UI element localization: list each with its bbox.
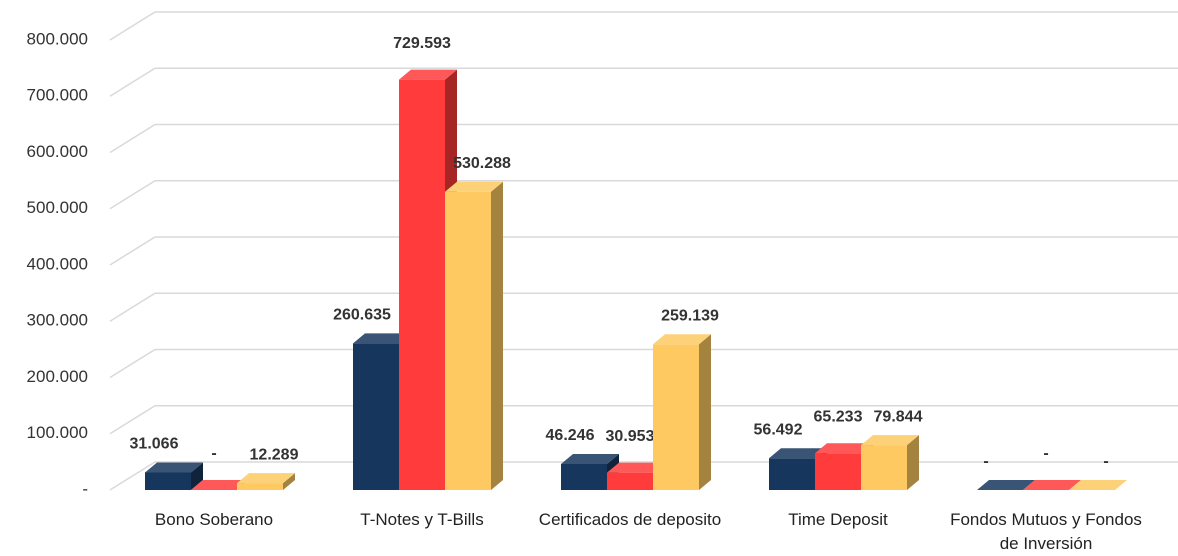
bar-top bbox=[653, 334, 711, 345]
bar-top bbox=[815, 443, 873, 454]
x-tick-label: Bono Soberano bbox=[154, 510, 274, 529]
bar-top bbox=[607, 462, 665, 473]
data-label: 259.139 bbox=[661, 307, 719, 324]
bar bbox=[861, 435, 919, 490]
bar-side bbox=[907, 435, 919, 490]
bar-front bbox=[445, 191, 491, 490]
x-tick-label: Certificados de deposito bbox=[538, 510, 722, 529]
bar-top bbox=[561, 453, 619, 464]
bar bbox=[977, 480, 1035, 490]
grid-line bbox=[109, 236, 1178, 266]
bar-top bbox=[977, 480, 1035, 490]
bar-top bbox=[861, 435, 919, 446]
grid-line bbox=[109, 67, 1178, 97]
data-label: - bbox=[211, 445, 216, 462]
bar-side bbox=[283, 473, 295, 490]
bar bbox=[653, 334, 711, 490]
x-tick-label: T-Notes y T-Bills bbox=[360, 510, 484, 529]
bar bbox=[191, 480, 249, 490]
data-label: - bbox=[1103, 453, 1108, 470]
bar-top bbox=[399, 69, 457, 80]
data-label: 31.066 bbox=[130, 436, 179, 453]
data-label: 46.246 bbox=[546, 427, 595, 444]
data-label: 79.844 bbox=[874, 408, 923, 425]
data-label: - bbox=[1043, 445, 1048, 462]
bar-front bbox=[561, 463, 607, 490]
bar bbox=[145, 462, 203, 490]
data-label: 65.233 bbox=[814, 409, 863, 426]
data-label: 30.953 bbox=[606, 428, 655, 445]
grid-line bbox=[109, 11, 1178, 41]
bar-front bbox=[769, 458, 815, 490]
data-label: 56.492 bbox=[754, 421, 803, 438]
bar-top bbox=[445, 181, 503, 192]
grid-line bbox=[109, 180, 1178, 210]
bar-front bbox=[607, 472, 653, 490]
y-tick-label: 200.000 bbox=[27, 367, 88, 386]
data-label: 530.288 bbox=[453, 155, 511, 172]
data-label: 729.593 bbox=[393, 35, 451, 52]
y-tick-label: - bbox=[82, 479, 88, 498]
bar-front bbox=[653, 344, 699, 490]
bar-front bbox=[399, 79, 445, 490]
bar-top bbox=[191, 480, 249, 490]
grid-line bbox=[109, 123, 1178, 154]
data-label: - bbox=[983, 453, 988, 470]
x-tick-label: Time Deposit bbox=[788, 510, 888, 529]
bar-front bbox=[237, 483, 283, 490]
bar-front bbox=[815, 453, 861, 490]
y-tick-label: 100.000 bbox=[27, 423, 88, 442]
grid-line bbox=[109, 348, 1178, 379]
bar-side bbox=[491, 181, 503, 490]
grid-line bbox=[109, 292, 1178, 322]
y-tick-label: 300.000 bbox=[27, 311, 88, 330]
grid-line bbox=[109, 405, 1178, 435]
bar-top bbox=[353, 333, 411, 344]
bar-front bbox=[145, 472, 191, 490]
bar bbox=[1023, 480, 1081, 490]
bar-top bbox=[769, 448, 827, 459]
y-tick-label: 700.000 bbox=[27, 86, 88, 105]
bar-top bbox=[1023, 480, 1081, 490]
y-tick-label: 800.000 bbox=[27, 29, 88, 48]
bar-side bbox=[699, 334, 711, 490]
data-label: 260.635 bbox=[333, 307, 391, 324]
bar-top bbox=[1069, 480, 1127, 490]
bar-top bbox=[237, 473, 295, 484]
x-tick-label: Fondos Mutuos y Fondos de Inversión bbox=[950, 510, 1142, 553]
data-label: 12.289 bbox=[250, 446, 299, 463]
bar-front bbox=[861, 445, 907, 490]
bar-side bbox=[191, 462, 203, 490]
y-tick-label: 600.000 bbox=[27, 142, 88, 161]
bar-front bbox=[353, 343, 399, 490]
bar bbox=[237, 473, 295, 490]
bar bbox=[445, 181, 503, 490]
bar-top bbox=[145, 462, 203, 473]
y-tick-label: 400.000 bbox=[27, 254, 88, 273]
y-tick-label: 500.000 bbox=[27, 198, 88, 217]
bar bbox=[1069, 480, 1127, 490]
